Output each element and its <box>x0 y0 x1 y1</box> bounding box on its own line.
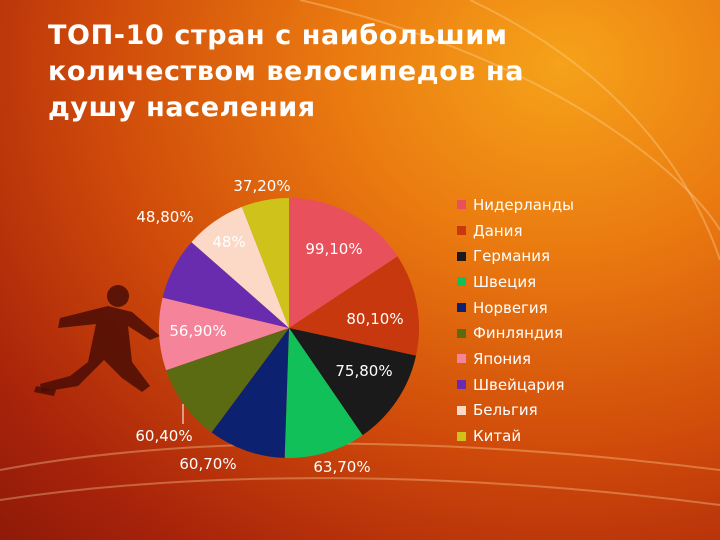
legend-item: Германия <box>457 243 574 269</box>
legend-label: Китай <box>473 427 522 446</box>
legend-swatch <box>457 303 466 313</box>
pie-slice-9 <box>191 206 289 328</box>
legend-swatch <box>457 431 466 441</box>
legend-item: Швеция <box>457 269 574 295</box>
data-label-4: 63,70% <box>313 458 370 476</box>
data-label-7: 56,90% <box>169 322 226 340</box>
pie-slice-3 <box>289 328 417 436</box>
pie-slice-2 <box>289 256 419 356</box>
legend-label: Норвегия <box>473 298 548 317</box>
legend-swatch <box>457 200 466 210</box>
legend-swatch <box>457 380 466 390</box>
data-label-2: 80,10% <box>346 310 403 328</box>
legend-item: Норвегия <box>457 295 574 321</box>
legend-swatch <box>457 277 466 287</box>
pie-slice-7 <box>159 297 289 371</box>
legend-label: Бельгия <box>473 401 538 420</box>
legend-item: Швейцария <box>457 372 574 398</box>
legend-label: Нидерланды <box>473 195 574 214</box>
legend-label: Япония <box>473 349 531 368</box>
data-label-9: 48% <box>212 233 245 251</box>
legend-item: Бельгия <box>457 398 574 424</box>
pie-slice-1 <box>289 198 398 328</box>
legend-item: Китай <box>457 423 574 449</box>
pie-slice-4 <box>284 328 363 458</box>
legend-swatch <box>457 251 466 261</box>
slide-title: ТОП-10 стран с наибольшим количеством ве… <box>48 20 525 123</box>
pie-slice-8 <box>162 242 289 328</box>
legend-item: Япония <box>457 346 574 372</box>
chart-legend: Нидерланды Дания Германия Швеция Норвегия Фин… <box>457 192 574 449</box>
data-label-6: 60,40% <box>135 427 192 445</box>
legend-swatch <box>457 226 466 236</box>
data-label-10: 37,20% <box>233 177 290 195</box>
data-label-8: 48,80% <box>136 208 193 226</box>
legend-label: Швеция <box>473 272 537 291</box>
pie-slice-5 <box>211 328 289 458</box>
legend-item: Финляндия <box>457 320 574 346</box>
legend-label: Дания <box>473 221 523 240</box>
runner-silhouette-icon <box>34 285 160 396</box>
legend-label: Германия <box>473 247 550 266</box>
legend-swatch <box>457 405 466 415</box>
data-label-3: 75,80% <box>335 362 392 380</box>
legend-label: Финляндия <box>473 324 564 343</box>
pie-slice-10 <box>241 198 289 328</box>
legend-swatch <box>457 354 466 364</box>
legend-item: Нидерланды <box>457 192 574 218</box>
data-label-1: 99,10% <box>305 240 362 258</box>
legend-swatch <box>457 328 466 338</box>
legend-label: Швейцария <box>473 375 565 394</box>
data-label-5: 60,70% <box>179 455 236 473</box>
legend-item: Дания <box>457 218 574 244</box>
pie-slice-6 <box>166 328 289 433</box>
